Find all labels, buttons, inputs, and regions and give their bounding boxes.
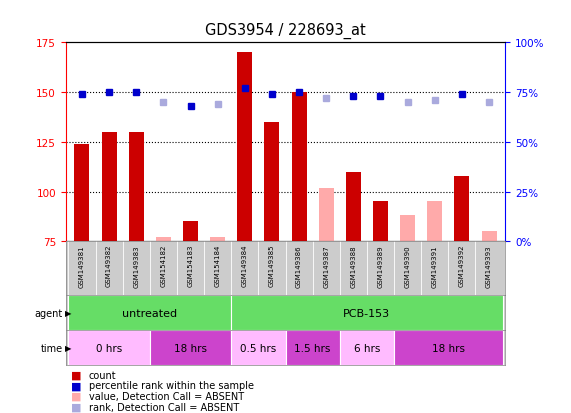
Bar xyxy=(183,222,198,242)
Text: 18 hrs: 18 hrs xyxy=(432,343,465,353)
Bar xyxy=(238,53,252,242)
Bar xyxy=(340,330,394,366)
Text: GSM149389: GSM149389 xyxy=(377,244,384,287)
Text: 1.5 hrs: 1.5 hrs xyxy=(295,343,331,353)
Bar xyxy=(69,295,231,330)
Bar xyxy=(264,123,279,242)
Bar xyxy=(400,216,415,242)
Text: GDS3954 / 228693_at: GDS3954 / 228693_at xyxy=(205,23,366,39)
Text: 0 hrs: 0 hrs xyxy=(96,343,122,353)
Bar xyxy=(102,133,116,242)
Text: GSM154182: GSM154182 xyxy=(160,244,166,287)
Text: GSM149381: GSM149381 xyxy=(79,244,85,287)
Bar xyxy=(373,202,388,242)
Text: ▶: ▶ xyxy=(65,344,71,352)
Text: GSM149384: GSM149384 xyxy=(242,244,248,287)
Bar xyxy=(286,330,340,366)
Text: time: time xyxy=(41,343,63,353)
Text: ■: ■ xyxy=(71,402,82,412)
Bar xyxy=(74,145,90,242)
Text: GSM149390: GSM149390 xyxy=(405,244,411,287)
Bar xyxy=(346,172,361,242)
Text: GSM154184: GSM154184 xyxy=(215,244,220,287)
Text: rank, Detection Call = ABSENT: rank, Detection Call = ABSENT xyxy=(89,402,239,412)
Text: ■: ■ xyxy=(71,380,82,390)
Bar xyxy=(231,295,502,330)
Text: 0.5 hrs: 0.5 hrs xyxy=(240,343,276,353)
Bar xyxy=(394,330,502,366)
Text: count: count xyxy=(89,370,116,380)
Text: untreated: untreated xyxy=(122,308,178,318)
Text: agent: agent xyxy=(35,308,63,318)
Bar xyxy=(319,188,333,242)
Text: GSM149383: GSM149383 xyxy=(133,244,139,287)
Bar xyxy=(231,330,286,366)
Bar xyxy=(156,237,171,242)
Text: percentile rank within the sample: percentile rank within the sample xyxy=(89,380,254,390)
Text: GSM149388: GSM149388 xyxy=(351,244,356,287)
Text: GSM154183: GSM154183 xyxy=(187,244,194,287)
Text: PCB-153: PCB-153 xyxy=(343,308,391,318)
Text: 18 hrs: 18 hrs xyxy=(174,343,207,353)
Text: ■: ■ xyxy=(71,370,82,380)
Bar xyxy=(427,202,442,242)
Text: ■: ■ xyxy=(71,391,82,401)
Text: GSM149391: GSM149391 xyxy=(432,244,438,287)
Text: GSM149392: GSM149392 xyxy=(459,244,465,287)
Text: GSM149393: GSM149393 xyxy=(486,244,492,287)
Text: GSM149385: GSM149385 xyxy=(269,244,275,287)
Bar xyxy=(150,330,231,366)
Text: ▶: ▶ xyxy=(65,309,71,317)
Bar xyxy=(129,133,144,242)
Bar xyxy=(455,176,469,242)
Text: 6 hrs: 6 hrs xyxy=(353,343,380,353)
Bar xyxy=(292,93,307,242)
Text: GSM149386: GSM149386 xyxy=(296,244,302,287)
Bar xyxy=(481,232,497,242)
Bar xyxy=(210,237,225,242)
Bar xyxy=(69,330,150,366)
Text: GSM149382: GSM149382 xyxy=(106,244,112,287)
Text: GSM149387: GSM149387 xyxy=(323,244,329,287)
Text: value, Detection Call = ABSENT: value, Detection Call = ABSENT xyxy=(89,391,244,401)
